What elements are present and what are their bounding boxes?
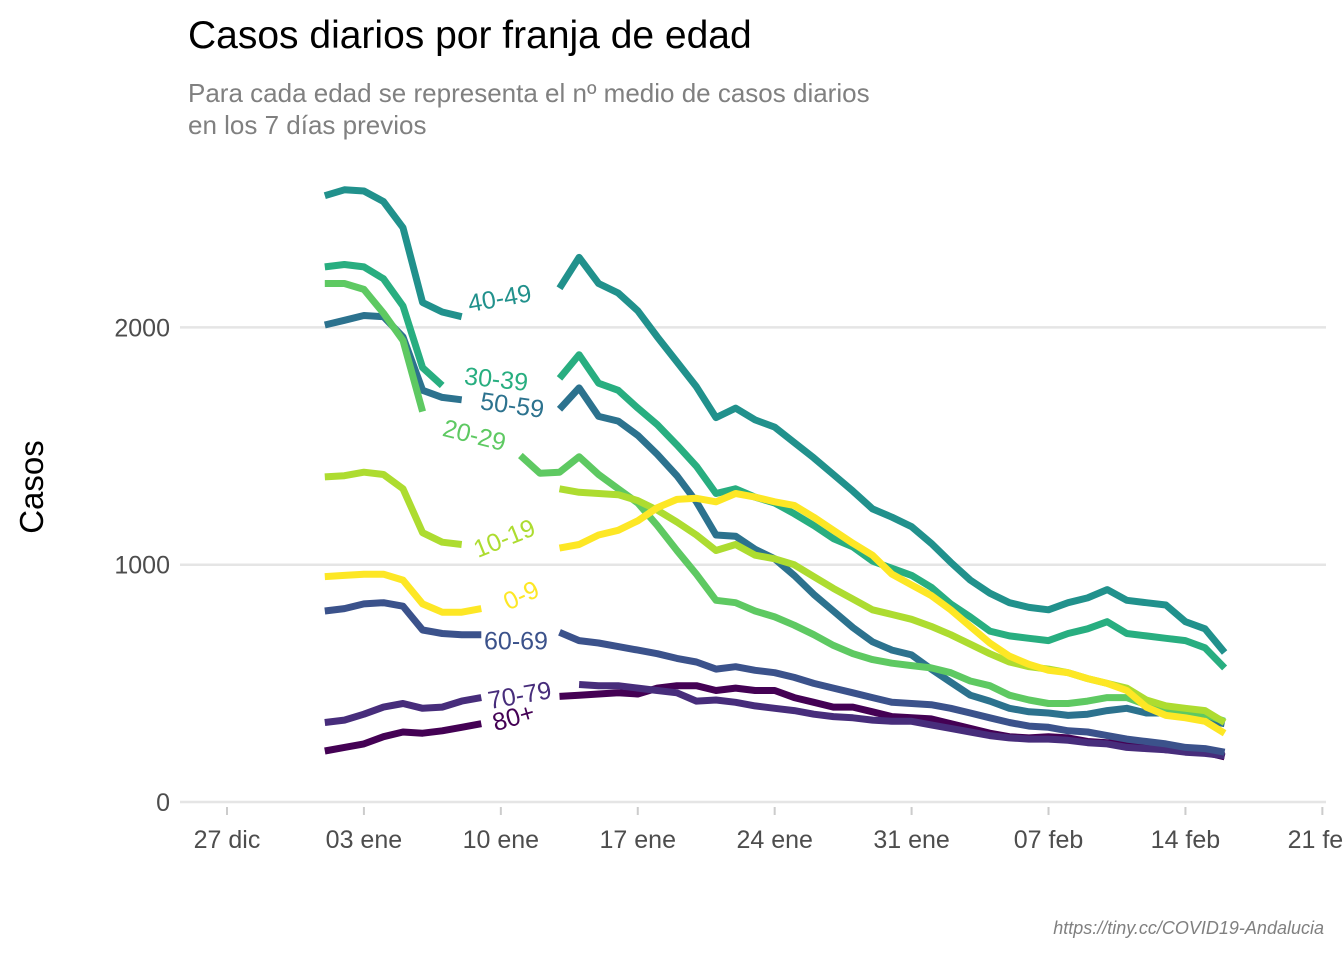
series-line-60-69 (558, 629, 1226, 756)
x-tick-label: 17 ene (600, 826, 676, 854)
series-line-40-49 (556, 253, 1228, 655)
series-label-30-39: 30-39 (463, 362, 530, 397)
x-tick-label: 10 ene (463, 826, 539, 854)
series-line-0-9 (558, 490, 1227, 737)
series-60-69 (324, 599, 1226, 756)
x-tick-label: 24 ene (736, 826, 812, 854)
series-label-20-29: 20-29 (440, 414, 509, 457)
series-line-50-59 (556, 384, 1226, 728)
gridlines (180, 326, 1326, 804)
series-30-39 (324, 261, 1228, 671)
chart-subtitle-line1: Para cada edad se representa el nº medio… (188, 78, 870, 108)
series-40-49 (323, 186, 1228, 655)
series-lines (323, 186, 1228, 761)
chart-title: Casos diarios por franja de edad (188, 14, 752, 57)
source-caption: https://tiny.cc/COVID19-Andalucia (1053, 918, 1324, 938)
axis-ticks: 0 1000 2000 27 dic 03 ene 10 ene 17 ene 24 ene 3… (114, 314, 1344, 854)
series-50-59 (323, 312, 1226, 728)
x-tick-label: 03 ene (326, 826, 402, 854)
x-tick-label: 31 ene (873, 826, 949, 854)
series-0-9 (324, 490, 1227, 737)
y-tick-label: 2000 (114, 314, 170, 342)
series-label-60-69: 60-69 (484, 628, 548, 656)
series-line-10-19 (324, 468, 463, 548)
x-tick-label: 21 feb (1288, 826, 1344, 854)
y-tick-label: 0 (156, 789, 170, 817)
series-line-0-9 (324, 570, 482, 616)
series-70-79 (324, 681, 1226, 760)
series-label-10-19: 10-19 (470, 514, 540, 564)
chart-subtitle-line2: en los 7 días previos (188, 110, 427, 140)
series-line-80plus (324, 720, 482, 755)
series-line-30-39 (556, 351, 1228, 671)
x-tick-label: 07 feb (1014, 826, 1084, 854)
series-label-0-9: 0-9 (499, 575, 544, 616)
series-line-40-49 (323, 186, 463, 321)
x-tick-label: 14 feb (1151, 826, 1221, 854)
series-line-20-29 (324, 280, 426, 413)
series-label-40-49: 40-49 (466, 279, 534, 318)
series-label-50-59: 50-59 (479, 387, 546, 424)
series-labels: 40-4930-3950-5920-2910-190-960-6970-7980… (440, 279, 554, 737)
series-line-70-79 (324, 694, 482, 726)
series-line-30-39 (324, 261, 445, 389)
series-line-60-69 (324, 599, 482, 639)
x-tick-label: 27 dic (194, 826, 261, 854)
series-line-70-79 (578, 681, 1226, 760)
y-tick-label: 1000 (114, 552, 170, 580)
